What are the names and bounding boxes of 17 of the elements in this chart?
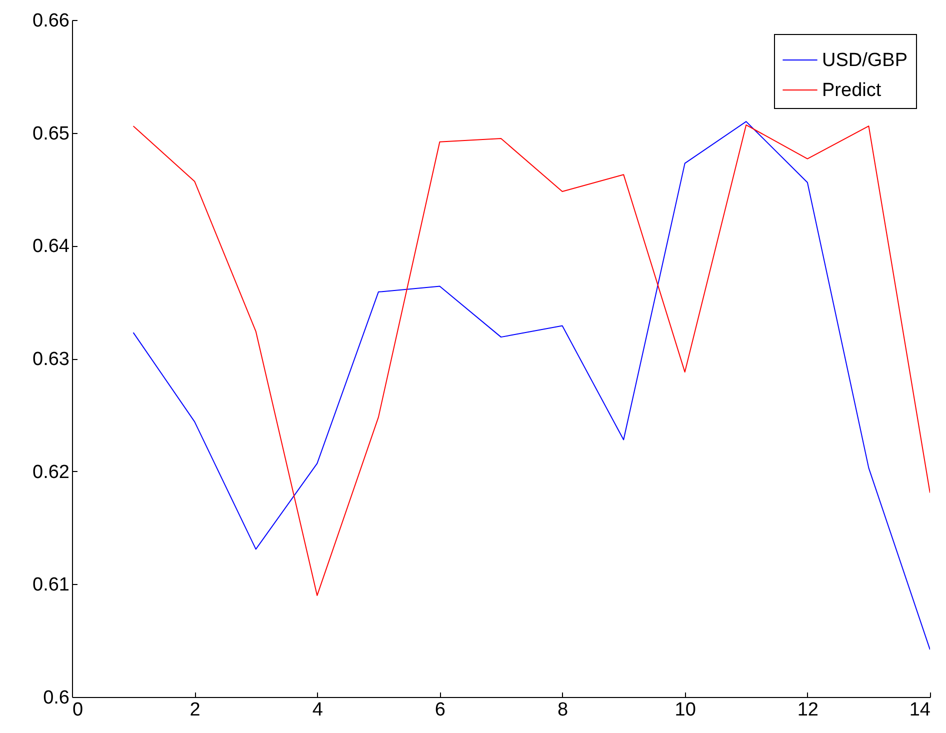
y-tick-label: 0.63 bbox=[32, 349, 70, 370]
y-tick-label: 0.64 bbox=[32, 236, 70, 258]
x-tick-label: 2 bbox=[190, 700, 200, 720]
x-tick-label: 6 bbox=[434, 700, 446, 720]
y-tick-label: 0.62 bbox=[32, 462, 70, 483]
legend-label: USD/GBP bbox=[822, 50, 908, 71]
x-tick-label: 10 bbox=[674, 700, 696, 720]
x-tick-label: 14 bbox=[909, 700, 931, 720]
y-tick-label: 0.65 bbox=[32, 123, 70, 144]
x-tick-label: 4 bbox=[312, 700, 324, 720]
y-tick-label: 0.66 bbox=[32, 10, 70, 32]
y-tick-label: 0.6 bbox=[43, 688, 70, 708]
x-tick-label: 0 bbox=[72, 700, 84, 720]
y-tick-label: 0.61 bbox=[32, 574, 70, 596]
x-tick-label: 8 bbox=[557, 700, 568, 720]
x-tick-label: 12 bbox=[797, 700, 818, 720]
legend-label: Predict bbox=[822, 80, 882, 101]
